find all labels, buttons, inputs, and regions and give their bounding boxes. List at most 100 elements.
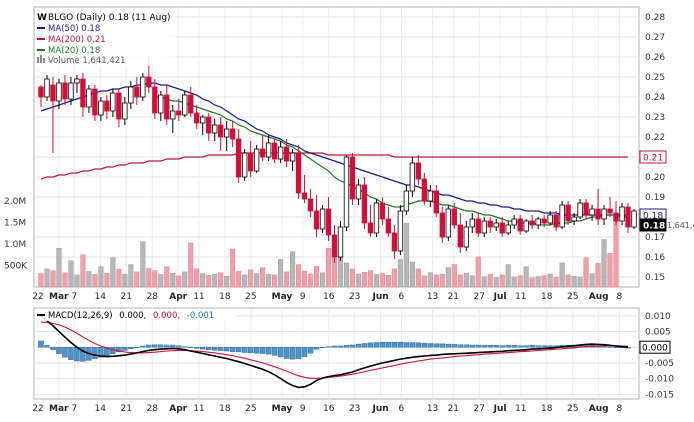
- macd-x-tick-label: 25: [567, 404, 578, 414]
- volume-bar: [314, 266, 320, 288]
- volume-bars-icon: [37, 55, 45, 63]
- macd-histogram-bar: [319, 347, 326, 348]
- volume-y-axis: 2.0M 1.5M 1.0M 500K: [4, 197, 28, 272]
- macd-histogram-bar: [217, 347, 224, 351]
- volume-bar: [50, 270, 56, 288]
- macd-tag-box: [639, 340, 671, 354]
- macd-x-tick-label: 18: [541, 404, 553, 414]
- candle-body: [379, 202, 386, 220]
- moving-average-lines: [40, 82, 628, 226]
- candle-body: [152, 86, 158, 114]
- macd-histogram-bar: [481, 345, 487, 348]
- volume-bar: [487, 273, 493, 288]
- volume-bar: [56, 247, 62, 288]
- macd-tick-label: -0.005: [645, 359, 674, 369]
- volume-bar: [80, 254, 86, 288]
- volume-bar: [110, 257, 116, 288]
- macd-histogram-bar: [439, 343, 446, 348]
- macd-legend-label: MACD(12,26,9): [48, 311, 113, 321]
- candle-body: [206, 116, 212, 134]
- candle-body: [134, 86, 140, 98]
- macd-histogram-bar: [68, 347, 74, 360]
- price-panel: 0.28 0.27 0.26 0.25 0.24 0.23 0.22 0.21 0.20 0.19…: [4, 6, 694, 302]
- macd-histogram-bar: [307, 347, 314, 354]
- x-tick-label: 18: [541, 292, 553, 302]
- candle-body: [283, 146, 290, 162]
- volume-bar: [553, 277, 559, 288]
- macd-histogram-bar: [152, 344, 158, 348]
- macd-x-axis: 22 Mar 7 14 21 28 Apr 11 18 25 May 9 16 23 Jun 6 13 21 27 J…: [32, 404, 622, 414]
- macd-x-tick-label: 21: [448, 404, 459, 414]
- volume-bar: [439, 273, 445, 288]
- macd-histogram-bar: [499, 345, 505, 348]
- macd-histogram-bar: [200, 347, 206, 350]
- legend-ma200: MA(200) 0.21: [37, 35, 106, 45]
- volume-bar: [511, 276, 517, 288]
- candle-body: [463, 226, 469, 248]
- macd-histogram-bar: [164, 344, 170, 348]
- x-tick-label: May: [272, 292, 293, 302]
- macd-x-tick-label: Mar: [49, 404, 69, 414]
- macd-histogram-bar: [451, 344, 458, 348]
- macd-histogram-bar: [56, 347, 62, 355]
- candle-body: [445, 208, 451, 238]
- macd-x-tick-label: May: [272, 404, 293, 414]
- macd-histogram-bar: [146, 344, 152, 348]
- candle-body: [253, 148, 260, 172]
- macd-histogram-bar: [361, 343, 368, 348]
- macd-legend-macd-value: 0.000,: [119, 311, 146, 321]
- candle-body: [385, 218, 392, 234]
- x-tick-label: 28: [146, 292, 158, 302]
- macd-histogram-bar: [223, 347, 230, 352]
- macd-histogram-bar: [397, 342, 404, 348]
- candle-body: [224, 128, 230, 138]
- legend-title: BLGO (Daily) 0.18 (11 Aug): [48, 13, 171, 23]
- price-tick-label: 0.24: [645, 93, 665, 103]
- macd-histogram-bar: [289, 347, 296, 360]
- volume-bar: [242, 274, 248, 288]
- macd-histogram-bar: [140, 345, 146, 348]
- volume-bar: [547, 273, 553, 288]
- candle-body: [451, 208, 457, 226]
- macd-histogram-bar: [98, 347, 104, 358]
- volume-bar: [182, 271, 188, 288]
- candle-body: [625, 206, 631, 228]
- volume-bar: [140, 241, 146, 288]
- price-tick-label: 0.15: [645, 273, 665, 283]
- volume-bar: [451, 264, 457, 288]
- volume-bar: [577, 276, 583, 288]
- candle-body: [421, 178, 428, 202]
- macd-histogram-bar: [355, 343, 362, 348]
- candle-body: [313, 210, 320, 230]
- candle-body: [373, 202, 380, 234]
- macd-histogram-bar: [403, 342, 410, 348]
- volume-bar: [206, 275, 212, 288]
- macd-histogram-bar: [283, 347, 290, 359]
- candle-body: [349, 156, 356, 200]
- volume-bar: [98, 266, 104, 288]
- macd-histogram-bar: [116, 347, 122, 353]
- macd-histogram-bar: [349, 344, 356, 348]
- macd-histogram-bar: [415, 342, 422, 348]
- macd-x-tick-label: Jul: [493, 404, 507, 414]
- macd-tick-label: 0.010: [645, 312, 671, 322]
- macd-legend-signal-value: 0.000,: [153, 311, 180, 321]
- macd-x-tick-label: 7: [71, 404, 77, 414]
- x-tick-label: Jun: [372, 292, 389, 302]
- candle-body: [487, 220, 493, 228]
- price-x-axis: 22 Mar 7 14 21 28 Apr 11 18 25 May 9 16 23 Jun 6 13 21 27 J…: [32, 292, 622, 302]
- macd-panel-frame: [33, 307, 640, 400]
- macd-histogram-bar: [385, 342, 392, 348]
- volume-bar: [230, 248, 236, 288]
- volume-bar: [457, 274, 463, 288]
- candle-body: [523, 220, 529, 232]
- volume-bar: [68, 260, 74, 288]
- volume-bar: [505, 264, 511, 288]
- candle-body: [200, 116, 206, 124]
- volume-bar: [607, 253, 613, 288]
- macd-x-tick-label: 28: [146, 404, 158, 414]
- legend-background: [35, 8, 175, 66]
- price-tick-label: 0.26: [645, 53, 665, 63]
- macd-tick-label: -0.015: [645, 390, 674, 400]
